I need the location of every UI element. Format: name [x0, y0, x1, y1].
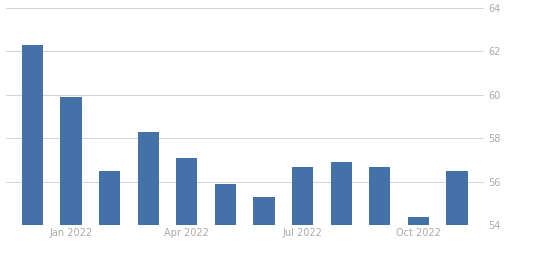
Bar [408, 217, 429, 225]
Bar [60, 97, 82, 225]
Bar [176, 158, 197, 225]
Bar [331, 162, 352, 225]
Bar [215, 184, 236, 225]
Bar [254, 197, 274, 225]
Bar [447, 171, 468, 225]
Bar [369, 166, 390, 225]
Bar [99, 171, 120, 225]
Bar [138, 132, 159, 225]
Bar [292, 166, 313, 225]
Bar [22, 45, 43, 225]
